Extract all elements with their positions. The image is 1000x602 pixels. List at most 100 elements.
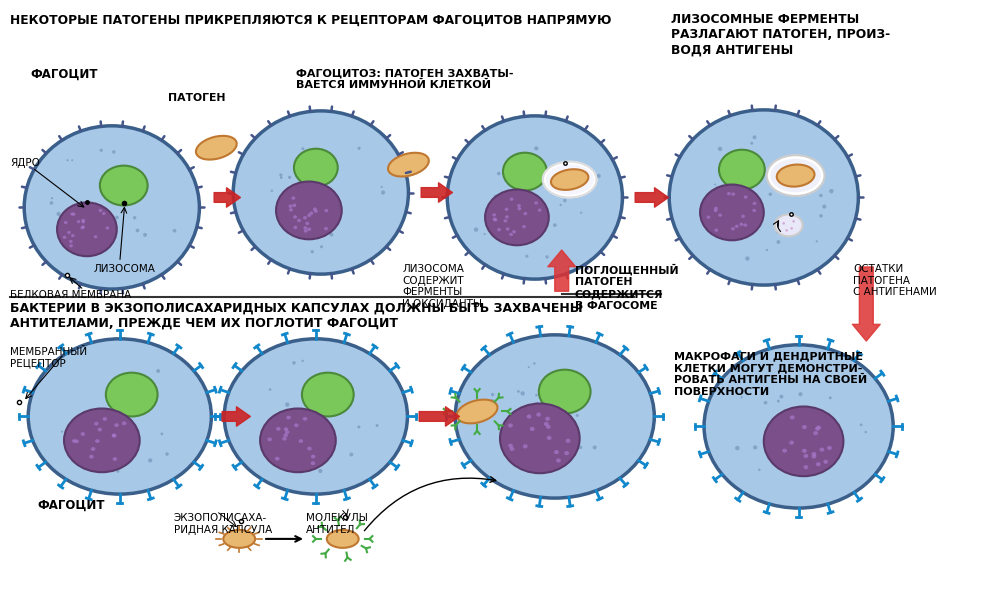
Ellipse shape — [116, 470, 119, 473]
FancyArrowPatch shape — [852, 267, 880, 341]
Ellipse shape — [802, 458, 806, 461]
Ellipse shape — [500, 403, 580, 473]
Ellipse shape — [522, 225, 526, 228]
Ellipse shape — [490, 399, 494, 403]
Ellipse shape — [376, 424, 379, 427]
Ellipse shape — [779, 395, 783, 399]
Ellipse shape — [447, 116, 622, 279]
Ellipse shape — [81, 432, 85, 436]
Ellipse shape — [57, 202, 117, 256]
Text: ФАГОЦИТ: ФАГОЦИТ — [30, 68, 98, 81]
Ellipse shape — [357, 147, 361, 150]
Ellipse shape — [553, 223, 557, 227]
Ellipse shape — [546, 402, 550, 406]
Ellipse shape — [71, 159, 73, 161]
Ellipse shape — [289, 208, 293, 211]
Ellipse shape — [68, 225, 71, 228]
Ellipse shape — [91, 447, 95, 451]
Ellipse shape — [546, 424, 551, 429]
Ellipse shape — [112, 433, 116, 438]
Ellipse shape — [794, 170, 796, 172]
Ellipse shape — [123, 181, 125, 184]
Ellipse shape — [505, 208, 508, 211]
Ellipse shape — [309, 429, 313, 432]
Ellipse shape — [718, 147, 722, 151]
Ellipse shape — [303, 226, 307, 229]
Ellipse shape — [593, 445, 597, 450]
Ellipse shape — [509, 233, 513, 236]
Ellipse shape — [539, 370, 591, 414]
Text: ФАГОЦИТ: ФАГОЦИТ — [37, 499, 105, 512]
Ellipse shape — [750, 141, 753, 144]
Ellipse shape — [298, 182, 301, 185]
Ellipse shape — [502, 222, 505, 225]
Ellipse shape — [280, 176, 283, 179]
Ellipse shape — [731, 227, 735, 231]
Ellipse shape — [535, 402, 539, 406]
Ellipse shape — [556, 459, 561, 462]
Ellipse shape — [494, 218, 497, 222]
Ellipse shape — [802, 425, 807, 429]
Ellipse shape — [333, 158, 336, 161]
Ellipse shape — [547, 436, 552, 440]
Ellipse shape — [62, 243, 66, 247]
Ellipse shape — [70, 213, 74, 216]
Ellipse shape — [776, 240, 780, 244]
Ellipse shape — [782, 222, 785, 225]
Ellipse shape — [388, 153, 429, 176]
Ellipse shape — [311, 380, 313, 382]
Ellipse shape — [531, 213, 535, 217]
Ellipse shape — [566, 439, 570, 443]
Ellipse shape — [84, 250, 86, 253]
Ellipse shape — [566, 172, 570, 175]
FancyArrowPatch shape — [222, 407, 250, 426]
Ellipse shape — [165, 452, 169, 456]
Ellipse shape — [260, 409, 336, 472]
Ellipse shape — [143, 233, 147, 237]
Ellipse shape — [318, 469, 322, 473]
Ellipse shape — [345, 393, 348, 395]
Ellipse shape — [285, 402, 289, 407]
Ellipse shape — [71, 234, 75, 237]
Ellipse shape — [812, 452, 816, 456]
Ellipse shape — [263, 436, 267, 439]
Ellipse shape — [160, 432, 163, 435]
Ellipse shape — [790, 227, 793, 229]
Text: ЛИЗОСОМА
СОДЕРЖИТ
ФЕРМЕНТЫ
И ОКСИДАНТЫ: ЛИЗОСОМА СОДЕРЖИТ ФЕРМЕНТЫ И ОКСИДАНТЫ — [402, 264, 482, 309]
Text: ПАТОГЕН: ПАТОГЕН — [168, 93, 225, 103]
Text: БАКТЕРИИ В ЭКЗОПОЛИСАХАРИДНЫХ КАПСУЛАХ ДОЛЖНЫ БЫТЬ ЗАХВАЧЕНЫ
АНТИТЕЛАМИ, ПРЕЖДЕ : БАКТЕРИИ В ЭКЗОПОЛИСАХАРИДНЫХ КАПСУЛАХ Д… — [10, 302, 583, 330]
Ellipse shape — [527, 414, 531, 418]
Ellipse shape — [798, 392, 803, 396]
Ellipse shape — [282, 437, 287, 441]
Ellipse shape — [100, 166, 148, 205]
Ellipse shape — [508, 423, 513, 427]
Ellipse shape — [790, 415, 795, 420]
Ellipse shape — [103, 417, 107, 421]
Ellipse shape — [525, 255, 528, 258]
Ellipse shape — [81, 225, 85, 229]
Ellipse shape — [492, 213, 496, 217]
Text: НЕКОТОРЫЕ ПАТОГЕНЫ ПРИКРЕПЛЯЮТСЯ К РЕЦЕПТОРАМ ФАГОЦИТОВ НАПРЯМУЮ: НЕКОТОРЫЕ ПАТОГЕНЫ ПРИКРЕПЛЯЮТСЯ К РЕЦЕП… — [10, 13, 612, 26]
Ellipse shape — [333, 226, 335, 228]
Ellipse shape — [766, 249, 768, 251]
Ellipse shape — [735, 225, 739, 228]
Ellipse shape — [267, 438, 272, 441]
Ellipse shape — [292, 188, 295, 191]
Ellipse shape — [313, 208, 317, 211]
Ellipse shape — [455, 335, 654, 498]
Ellipse shape — [560, 203, 562, 206]
Ellipse shape — [823, 460, 828, 464]
Ellipse shape — [538, 208, 542, 212]
Ellipse shape — [100, 149, 103, 152]
Ellipse shape — [484, 233, 486, 235]
Ellipse shape — [95, 439, 100, 443]
Ellipse shape — [780, 160, 783, 163]
Ellipse shape — [147, 403, 150, 407]
Ellipse shape — [50, 201, 53, 205]
Ellipse shape — [283, 433, 288, 437]
Ellipse shape — [148, 458, 152, 462]
Ellipse shape — [812, 455, 816, 459]
Ellipse shape — [69, 244, 73, 247]
Ellipse shape — [534, 201, 538, 205]
Ellipse shape — [804, 454, 808, 458]
